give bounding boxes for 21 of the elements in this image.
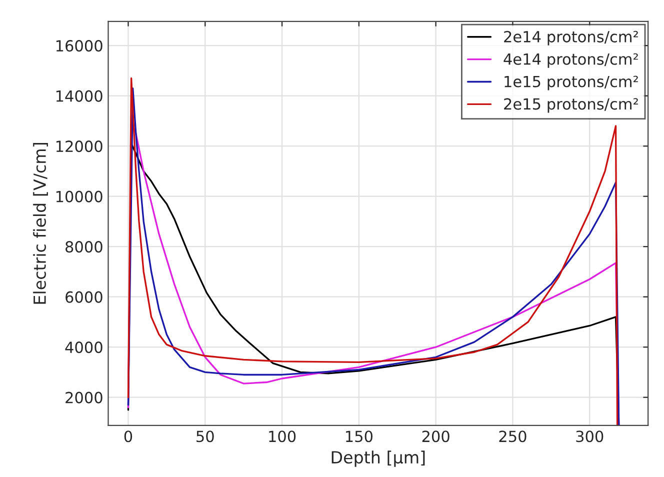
y-tick-label: 16000	[56, 40, 102, 52]
y-tick-label: 6000	[66, 291, 102, 303]
legend-label: 2e15 protons/cm²	[504, 98, 638, 113]
x-tick-label: 200	[422, 430, 450, 442]
x-tick-label: 250	[499, 430, 526, 442]
legend-label: 1e15 protons/cm²	[504, 76, 638, 90]
y-axis-title: Electric field [V/cm]	[33, 143, 48, 304]
legend-label: 2e14 protons/cm²	[504, 30, 638, 46]
x-tick-label: 50	[196, 430, 214, 442]
x-tick-label: 0	[124, 430, 132, 442]
y-tick-label: 10000	[56, 190, 102, 202]
y-tick-label: 14000	[56, 90, 102, 102]
y-tick-label: 8000	[66, 241, 102, 253]
y-tick-label: 2000	[66, 392, 102, 404]
y-tick-label: 12000	[56, 140, 102, 152]
x-tick-label: 300	[576, 430, 604, 442]
x-tick-label: 150	[346, 430, 372, 442]
x-tick-label: 100	[269, 430, 296, 442]
legend-label: 4e14 protons/cm²	[504, 53, 638, 68]
y-tick-label: 4000	[65, 342, 102, 354]
x-axis-title: Depth [μm]	[332, 450, 425, 467]
